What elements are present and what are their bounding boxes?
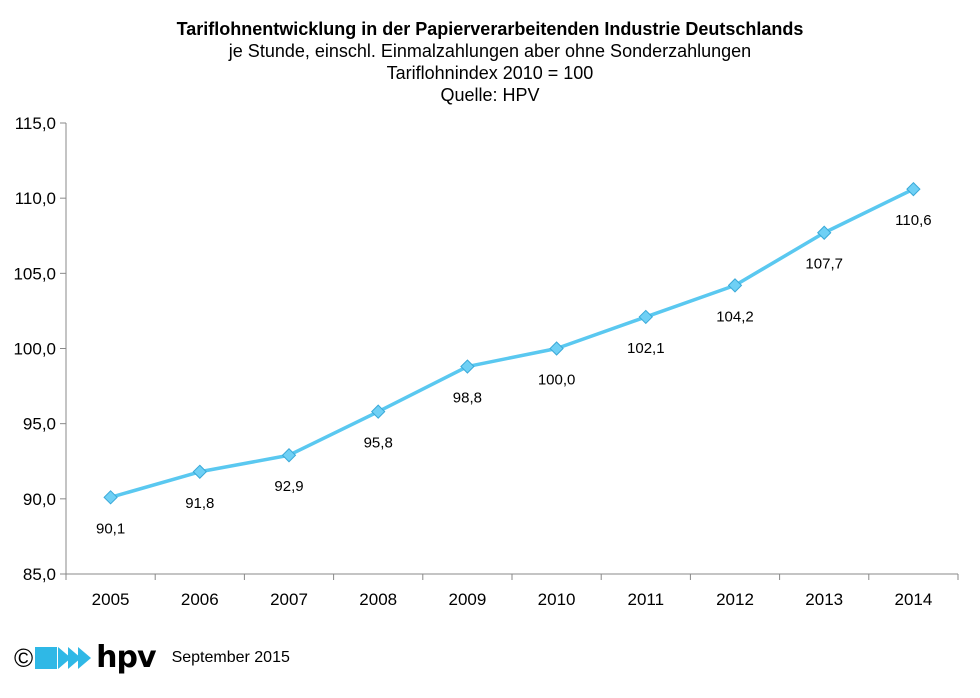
chart-subtitle-1: je Stunde, einschl. Einmalzahlungen aber…: [228, 41, 752, 61]
chart-subtitle-2: Tariflohnindex 2010 = 100: [386, 63, 594, 83]
x-tick-label: 2011: [628, 590, 665, 609]
data-point: [816, 225, 832, 240]
footer: © hpv September 2015: [14, 640, 290, 676]
copyright-symbol: ©: [14, 643, 34, 673]
x-tick-label: 2008: [359, 590, 397, 609]
data-point: [549, 341, 564, 356]
data-label: 91,8: [185, 495, 214, 512]
data-point: [460, 359, 475, 374]
x-tick-label: 2012: [716, 590, 754, 609]
brand-name: hpv: [96, 640, 156, 675]
x-tick-label: 2009: [448, 590, 486, 609]
series-line: [110, 187, 915, 500]
data-label: 92,9: [274, 478, 303, 495]
x-tick-label: 2014: [894, 590, 932, 609]
data-label: 95,8: [364, 435, 393, 452]
data-point: [192, 464, 208, 479]
data-label: 104,2: [716, 308, 754, 325]
x-tick-label: 2006: [181, 590, 219, 609]
data-point: [370, 404, 386, 419]
data-label: 107,7: [805, 256, 843, 273]
chart-title: Tariflohnentwicklung in der Papierverarb…: [176, 19, 804, 39]
y-tick-label: 105,0: [13, 264, 56, 283]
y-tick-label: 85,0: [23, 565, 56, 584]
data-label: 98,8: [453, 390, 482, 407]
data-point: [281, 448, 297, 463]
y-tick-label: 90,0: [23, 490, 56, 509]
data-point: [638, 309, 654, 325]
data-label: 110,6: [895, 212, 931, 229]
data-label: 100,0: [538, 372, 576, 389]
chart-titles: Tariflohnentwicklung in der Papierverarb…: [0, 18, 980, 106]
y-tick-label: 95,0: [23, 415, 56, 434]
x-tick-label: 2013: [805, 590, 843, 609]
hpv-logo-icon: [35, 647, 92, 669]
x-tick-label: 2005: [92, 590, 130, 609]
y-tick-label: 115,0: [15, 114, 56, 133]
data-label: 90,1: [96, 520, 125, 537]
data-point: [103, 490, 118, 505]
data-label: 102,1: [627, 340, 665, 357]
y-tick-label: 100,0: [13, 340, 56, 359]
y-tick-label: 110,0: [15, 189, 56, 208]
data-point: [906, 181, 921, 197]
data-point: [727, 278, 743, 293]
x-tick-label: 2010: [538, 590, 576, 609]
chart-subtitle-3: Quelle: HPV: [440, 85, 540, 105]
footer-date: September 2015: [171, 649, 290, 666]
x-tick-label: 2007: [270, 590, 308, 609]
line-chart: 85,0 90,0 95,0 100,0 105,0 110,0 115,0 2005 2006…: [13, 114, 959, 609]
